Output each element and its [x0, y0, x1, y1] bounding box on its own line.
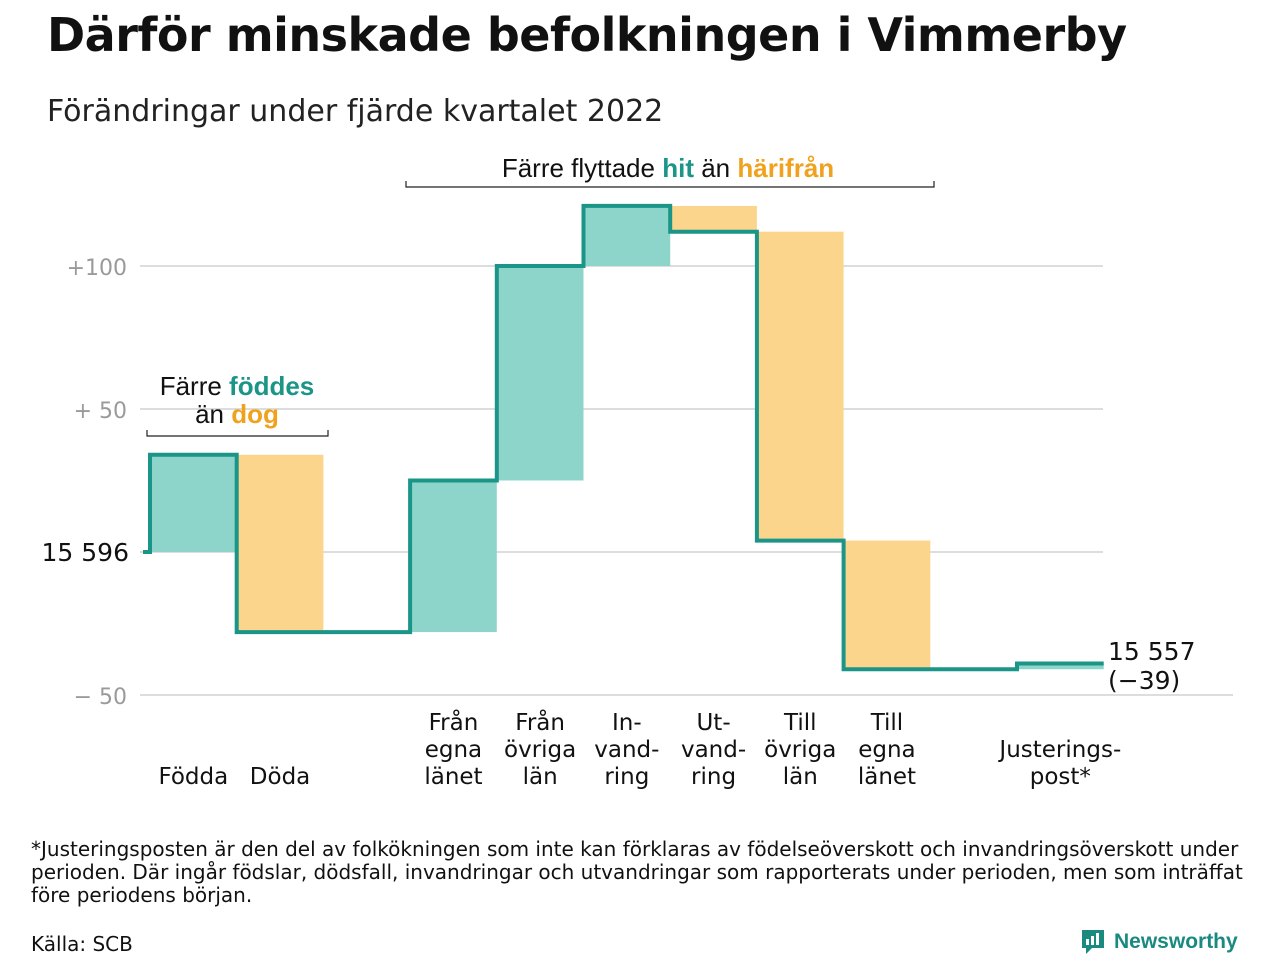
moves-bracket [405, 181, 935, 188]
x-tick-label: vand- [681, 737, 746, 763]
x-tick-label: Döda [250, 764, 310, 790]
bars [150, 205, 1104, 670]
x-tick-label: In- [612, 710, 642, 736]
footnote: *Justeringsposten är den del av folkökni… [31, 837, 1243, 907]
step-line [143, 203, 1104, 672]
x-tick-label: egna [858, 737, 915, 763]
bar [410, 480, 497, 633]
y-tick-label: − 50 [74, 685, 127, 710]
bar [496, 266, 584, 481]
moves-annotation: Färre flyttade hit än härifrån [502, 153, 834, 183]
x-tick-label: län [783, 764, 818, 790]
bar [843, 540, 931, 670]
newsworthy-icon [1082, 930, 1104, 954]
x-axis-labels: Födda DödaFrånegnalänetFrånövrigalänIn-va… [158, 708, 1121, 790]
births-bracket [146, 430, 329, 437]
x-tick-label: Till [783, 710, 817, 736]
bar [670, 205, 757, 232]
x-tick-label: post* [1030, 764, 1091, 790]
end-value-label: 15 557 [1108, 637, 1195, 666]
x-tick-label: övriga [764, 737, 836, 763]
x-tick-label: Justerings- [997, 737, 1121, 763]
y-tick-label: + 50 [74, 399, 127, 424]
newsworthy-logo: Newsworthy [1080, 928, 1238, 956]
x-tick-label: län [523, 764, 558, 790]
cumulative-line [143, 203, 1104, 672]
bar [150, 454, 237, 552]
chart-title: Därför minskade befolkningen i Vimmerby [47, 8, 1127, 62]
bar [1017, 663, 1104, 670]
bar [583, 205, 671, 266]
x-tick-label: Från [515, 708, 565, 736]
x-tick-label: övriga [504, 737, 576, 763]
births-annotation-line2: än dog [195, 399, 279, 429]
x-tick-label: länet [424, 764, 482, 790]
births-annotation-line1: Färre föddes [160, 371, 315, 401]
x-tick-label: vand- [594, 737, 659, 763]
bar [756, 231, 844, 541]
y-tick-label: +100 [67, 256, 127, 281]
y-tick-label: 15 596 [42, 538, 129, 567]
y-axis-labels: +100 + 50 15 596 − 50 [42, 256, 129, 710]
x-tick-label: Födda [158, 764, 228, 790]
x-tick-label: ring [691, 764, 736, 790]
x-tick-label: Ut- [696, 710, 730, 736]
brand-name: Newsworthy [1114, 930, 1238, 953]
end-change-label: (−39) [1108, 666, 1180, 695]
x-tick-label: ring [604, 764, 649, 790]
x-tick-label: länet [858, 764, 916, 790]
chart-subtitle: Förändringar under fjärde kvartalet 2022 [47, 94, 664, 129]
x-tick-label: egna [425, 737, 482, 763]
x-tick-label: Till [870, 710, 904, 736]
bar [236, 454, 324, 633]
x-tick-label: Från [429, 708, 479, 736]
source-label: Källa: SCB [31, 932, 133, 956]
